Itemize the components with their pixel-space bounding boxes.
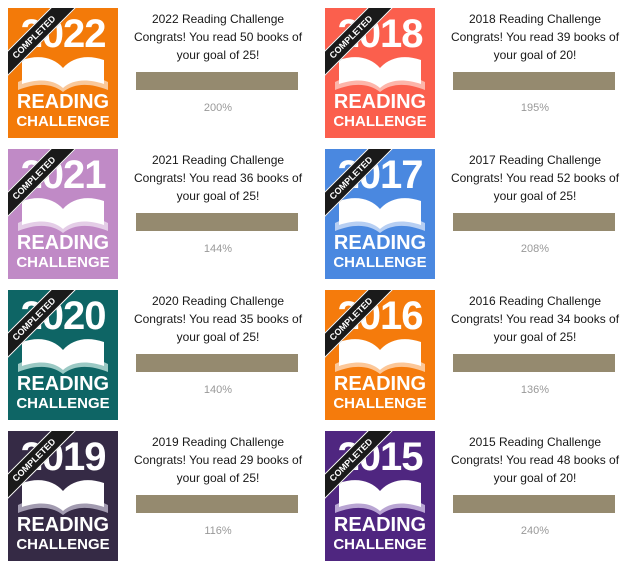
challenge-title-link[interactable]: 2016 Reading Challenge bbox=[468, 294, 602, 308]
badge-reading-label: READING bbox=[16, 232, 110, 254]
challenge-message-line1: Congrats! You read 29 books of bbox=[133, 453, 303, 467]
progress-bar-fill bbox=[136, 213, 298, 231]
progress-bar bbox=[136, 72, 298, 90]
challenge-message-line2: your goal of 25! bbox=[176, 330, 260, 344]
progress-bar bbox=[453, 213, 615, 231]
progress-percent: 116% bbox=[204, 525, 232, 537]
open-book-icon bbox=[335, 480, 425, 515]
challenge-title-link[interactable]: 2015 Reading Challenge bbox=[468, 435, 602, 449]
progress-bar bbox=[136, 213, 298, 231]
progress-bar bbox=[136, 354, 298, 372]
challenge-info: 2021 Reading Challenge Congrats! You rea… bbox=[128, 149, 308, 205]
challenge-message-line1: Congrats! You read 48 books of bbox=[450, 453, 620, 467]
open-book-icon bbox=[18, 198, 108, 233]
challenge-badge[interactable]: 2019 READING CHALLENGE COMPLETED bbox=[8, 431, 118, 561]
progress-bar bbox=[453, 495, 615, 513]
badge-challenge-label: CHALLENGE bbox=[16, 113, 110, 130]
challenge-message-line1: Congrats! You read 50 books of bbox=[133, 30, 303, 44]
challenge-message-line1: Congrats! You read 39 books of bbox=[450, 30, 620, 44]
progress-bar-fill bbox=[453, 72, 615, 90]
badge-reading-label: READING bbox=[16, 91, 110, 113]
challenge-message-line2: your goal of 25! bbox=[176, 48, 260, 62]
challenge-card: 2017 READING CHALLENGE COMPLETED 2017 Re… bbox=[325, 149, 624, 279]
challenge-badge[interactable]: 2020 READING CHALLENGE COMPLETED bbox=[8, 290, 118, 420]
challenge-message-line2: your goal of 20! bbox=[493, 471, 577, 485]
challenge-info: 2017 Reading Challenge Congrats! You rea… bbox=[445, 149, 624, 205]
progress-bar bbox=[453, 72, 615, 90]
challenge-title-link[interactable]: 2020 Reading Challenge bbox=[151, 294, 285, 308]
badge-reading-label: READING bbox=[333, 232, 427, 254]
challenge-message-line2: your goal of 25! bbox=[493, 189, 577, 203]
open-book-icon bbox=[18, 480, 108, 515]
open-book-icon bbox=[335, 57, 425, 92]
challenge-badge[interactable]: 2016 READING CHALLENGE COMPLETED bbox=[325, 290, 435, 420]
challenge-card: 2020 READING CHALLENGE COMPLETED 2020 Re… bbox=[8, 290, 308, 420]
progress-bar-fill bbox=[136, 72, 298, 90]
challenge-message-line1: Congrats! You read 36 books of bbox=[133, 171, 303, 185]
open-book-icon bbox=[335, 339, 425, 374]
challenge-message-line2: your goal of 25! bbox=[176, 471, 260, 485]
challenge-card: 2021 READING CHALLENGE COMPLETED 2021 Re… bbox=[8, 149, 308, 279]
challenge-message-line2: your goal of 25! bbox=[176, 189, 260, 203]
badge-reading-label: READING bbox=[16, 373, 110, 395]
challenge-card: 2015 READING CHALLENGE COMPLETED 2015 Re… bbox=[325, 431, 624, 561]
progress-percent: 200% bbox=[203, 102, 233, 114]
progress-bar-fill bbox=[136, 495, 298, 513]
badge-challenge-label: CHALLENGE bbox=[16, 395, 110, 412]
badge-challenge-label: CHALLENGE bbox=[333, 395, 427, 412]
badge-challenge-label: CHALLENGE bbox=[333, 254, 427, 271]
challenge-title-link[interactable]: 2019 Reading Challenge bbox=[151, 435, 285, 449]
badge-challenge-label: CHALLENGE bbox=[333, 113, 427, 130]
challenge-title-link[interactable]: 2018 Reading Challenge bbox=[468, 12, 602, 26]
challenge-card: 2022 READING CHALLENGE COMPLETED 2022 Re… bbox=[8, 8, 308, 138]
challenge-title-link[interactable]: 2017 Reading Challenge bbox=[468, 153, 602, 167]
challenge-info: 2022 Reading Challenge Congrats! You rea… bbox=[128, 8, 308, 64]
progress-percent: 240% bbox=[520, 525, 550, 537]
challenge-info: 2016 Reading Challenge Congrats! You rea… bbox=[445, 290, 624, 346]
progress-bar bbox=[453, 354, 615, 372]
challenge-badge[interactable]: 2022 READING CHALLENGE COMPLETED bbox=[8, 8, 118, 138]
open-book-icon bbox=[335, 198, 425, 233]
badge-reading-label: READING bbox=[16, 514, 110, 536]
progress-percent: 144% bbox=[203, 243, 233, 255]
badge-reading-label: READING bbox=[333, 373, 427, 395]
badge-challenge-label: CHALLENGE bbox=[333, 536, 427, 553]
open-book-icon bbox=[18, 339, 108, 374]
progress-bar-fill bbox=[453, 213, 615, 231]
challenge-message-line1: Congrats! You read 52 books of bbox=[450, 171, 620, 185]
progress-percent: 136% bbox=[520, 384, 550, 396]
badge-reading-label: READING bbox=[333, 514, 427, 536]
badge-reading-label: READING bbox=[333, 91, 427, 113]
badge-challenge-label: CHALLENGE bbox=[16, 536, 110, 553]
challenge-message-line2: your goal of 20! bbox=[493, 48, 577, 62]
challenge-card: 2019 READING CHALLENGE COMPLETED 2019 Re… bbox=[8, 431, 308, 561]
progress-bar-fill bbox=[136, 354, 298, 372]
progress-percent: 140% bbox=[203, 384, 233, 396]
badge-challenge-label: CHALLENGE bbox=[16, 254, 110, 271]
challenge-info: 2018 Reading Challenge Congrats! You rea… bbox=[445, 8, 624, 64]
challenge-info: 2020 Reading Challenge Congrats! You rea… bbox=[128, 290, 308, 346]
challenge-title-link[interactable]: 2022 Reading Challenge bbox=[151, 12, 285, 26]
progress-percent: 208% bbox=[520, 243, 550, 255]
challenge-info: 2015 Reading Challenge Congrats! You rea… bbox=[445, 431, 624, 487]
progress-bar-fill bbox=[453, 354, 615, 372]
open-book-icon bbox=[18, 57, 108, 92]
progress-percent: 195% bbox=[520, 102, 550, 114]
challenge-badge[interactable]: 2015 READING CHALLENGE COMPLETED bbox=[325, 431, 435, 561]
challenge-badge[interactable]: 2017 READING CHALLENGE COMPLETED bbox=[325, 149, 435, 279]
challenge-card: 2016 READING CHALLENGE COMPLETED 2016 Re… bbox=[325, 290, 624, 420]
challenge-card: 2018 READING CHALLENGE COMPLETED 2018 Re… bbox=[325, 8, 624, 138]
challenge-badge[interactable]: 2021 READING CHALLENGE COMPLETED bbox=[8, 149, 118, 279]
progress-bar bbox=[136, 495, 298, 513]
challenge-message-line1: Congrats! You read 35 books of bbox=[133, 312, 303, 326]
challenge-title-link[interactable]: 2021 Reading Challenge bbox=[151, 153, 285, 167]
challenge-badge[interactable]: 2018 READING CHALLENGE COMPLETED bbox=[325, 8, 435, 138]
progress-bar-fill bbox=[453, 495, 615, 513]
challenge-info: 2019 Reading Challenge Congrats! You rea… bbox=[128, 431, 308, 487]
challenge-message-line2: your goal of 25! bbox=[493, 330, 577, 344]
challenge-message-line1: Congrats! You read 34 books of bbox=[450, 312, 620, 326]
